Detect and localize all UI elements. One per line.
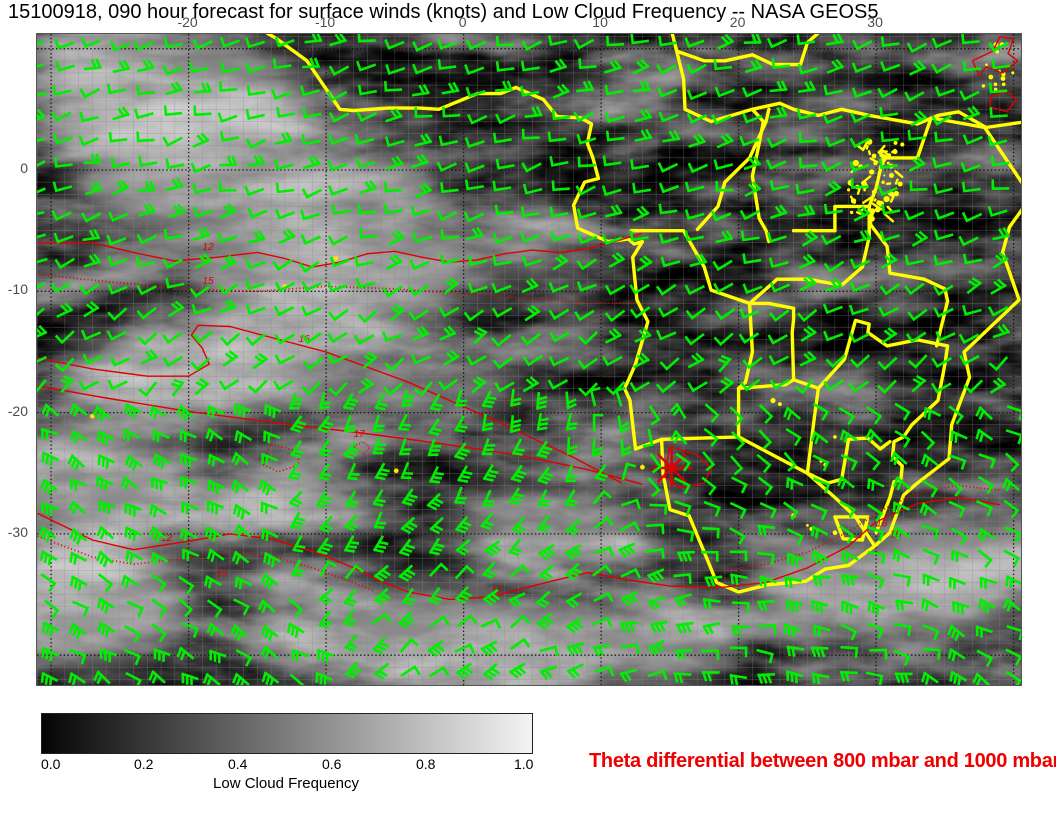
svg-text:15: 15: [216, 568, 228, 579]
svg-text:12: 12: [202, 242, 214, 253]
svg-text:17: 17: [354, 429, 366, 440]
svg-text:15: 15: [202, 276, 214, 287]
